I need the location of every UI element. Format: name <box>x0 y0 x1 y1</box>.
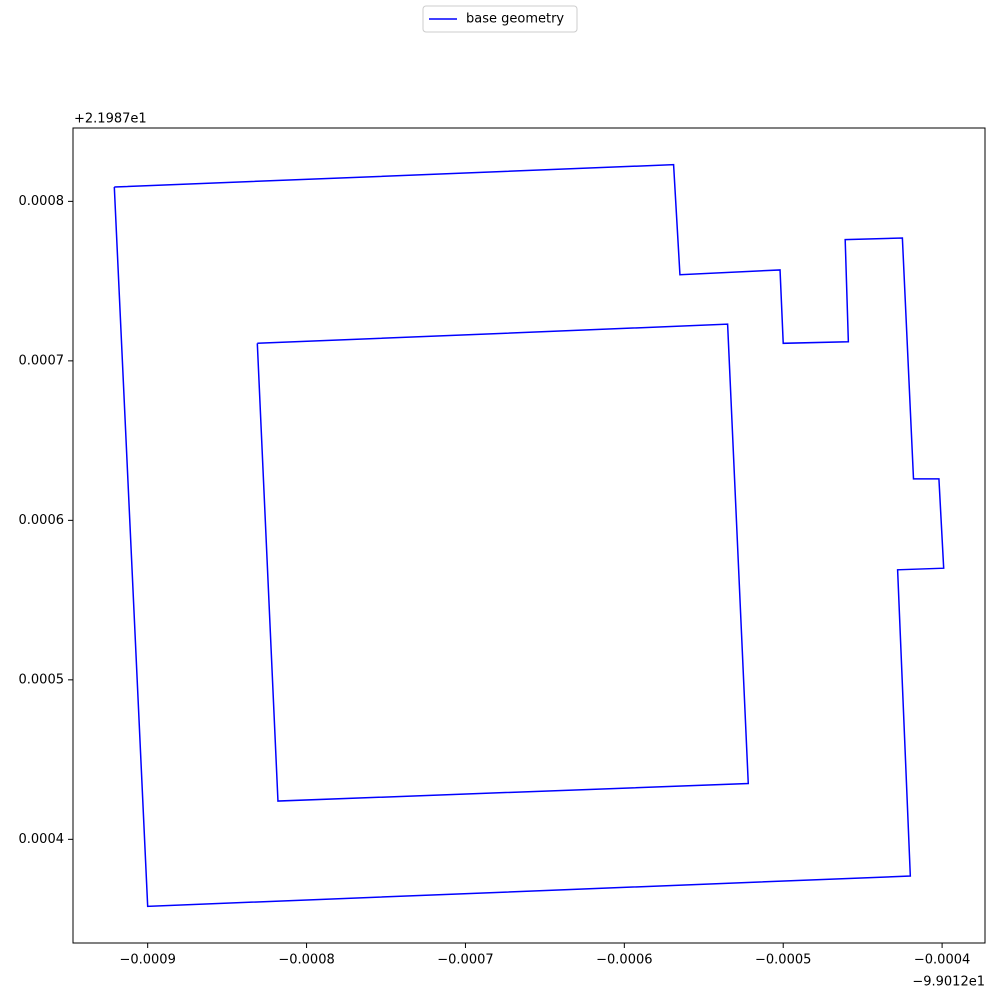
x-tick-label: −0.0006 <box>596 953 652 968</box>
x-tick-label: −0.0004 <box>914 953 970 968</box>
plot-frame <box>72 127 986 944</box>
y-tick-label: 0.0008 <box>19 194 65 209</box>
x-tick-label: −0.0008 <box>278 953 334 968</box>
x-tick-label: −0.0007 <box>437 953 493 968</box>
x-tick-label: −0.0005 <box>755 953 811 968</box>
legend-box <box>422 5 578 33</box>
legend-label: base geometry <box>466 12 564 27</box>
geometry-line <box>113 163 945 908</box>
x-offset-label: −9.9012e1 <box>912 975 985 990</box>
y-tick-label: 0.0006 <box>19 513 65 528</box>
y-offset-label: +2.1987e1 <box>74 112 147 127</box>
y-tick-label: 0.0004 <box>19 832 65 847</box>
y-tick-label: 0.0005 <box>19 672 65 687</box>
y-tick-label: 0.0007 <box>19 353 65 368</box>
x-tick-label: −0.0009 <box>119 953 175 968</box>
